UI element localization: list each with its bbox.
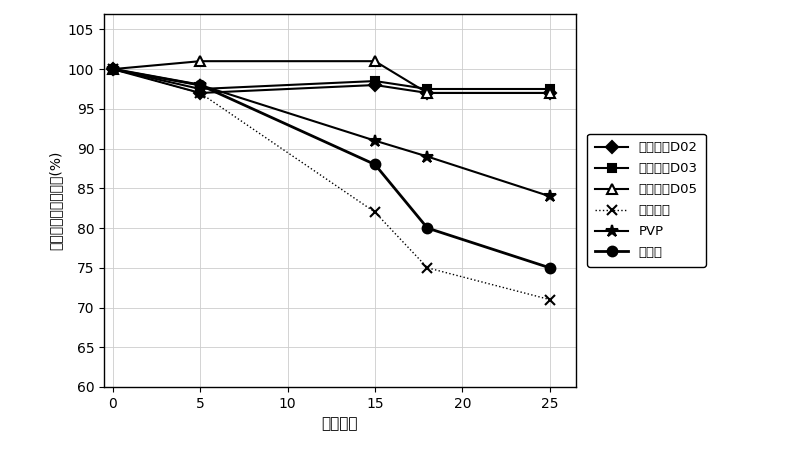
利匹德尔D05 bbox=[422, 90, 432, 96]
利匹德尔D05 bbox=[108, 67, 118, 72]
Line: PVP: PVP bbox=[106, 63, 556, 202]
Line: 利匹德尔D03: 利匹德尔D03 bbox=[109, 65, 554, 93]
利匹德尔D02 bbox=[370, 82, 380, 88]
支链淀粉 bbox=[545, 297, 554, 302]
Line: 葡聚糖: 葡聚糖 bbox=[108, 64, 554, 273]
葡聚糖 bbox=[108, 67, 118, 72]
利匹德尔D03 bbox=[422, 86, 432, 92]
利匹德尔D02 bbox=[195, 90, 205, 96]
利匹德尔D03 bbox=[370, 78, 380, 84]
Legend: 利匹德尔D02, 利匹德尔D03, 利匹德尔D05, 支链淀粉, PVP, 葡聚糖: 利匹德尔D02, 利匹德尔D03, 利匹德尔D05, 支链淀粉, PVP, 葡聚… bbox=[587, 134, 706, 267]
X-axis label: 经过天数: 经过天数 bbox=[322, 416, 358, 431]
PVP bbox=[108, 67, 118, 72]
利匹德尔D05 bbox=[370, 58, 380, 64]
利匹德尔D02 bbox=[422, 90, 432, 96]
利匹德尔D05 bbox=[195, 58, 205, 64]
PVP bbox=[545, 194, 554, 199]
Line: 支链淀粉: 支链淀粉 bbox=[108, 64, 554, 305]
Y-axis label: 相对于初始值的变化(%): 相对于初始值的变化(%) bbox=[48, 151, 62, 250]
葡聚糖 bbox=[422, 225, 432, 231]
利匹德尔D03 bbox=[195, 86, 205, 92]
利匹德尔D02 bbox=[545, 90, 554, 96]
PVP bbox=[370, 138, 380, 144]
利匹德尔D03 bbox=[545, 86, 554, 92]
Line: 利匹德尔D02: 利匹德尔D02 bbox=[109, 65, 554, 97]
葡聚糖 bbox=[370, 162, 380, 167]
支链淀粉 bbox=[370, 209, 380, 215]
PVP bbox=[422, 154, 432, 159]
利匹德尔D02 bbox=[108, 67, 118, 72]
支链淀粉 bbox=[195, 90, 205, 96]
支链淀粉 bbox=[422, 265, 432, 270]
葡聚糖 bbox=[545, 265, 554, 270]
葡聚糖 bbox=[195, 82, 205, 88]
利匹德尔D05 bbox=[545, 90, 554, 96]
Line: 利匹德尔D05: 利匹德尔D05 bbox=[108, 56, 554, 98]
利匹德尔D03 bbox=[108, 67, 118, 72]
PVP bbox=[195, 82, 205, 88]
支链淀粉 bbox=[108, 67, 118, 72]
